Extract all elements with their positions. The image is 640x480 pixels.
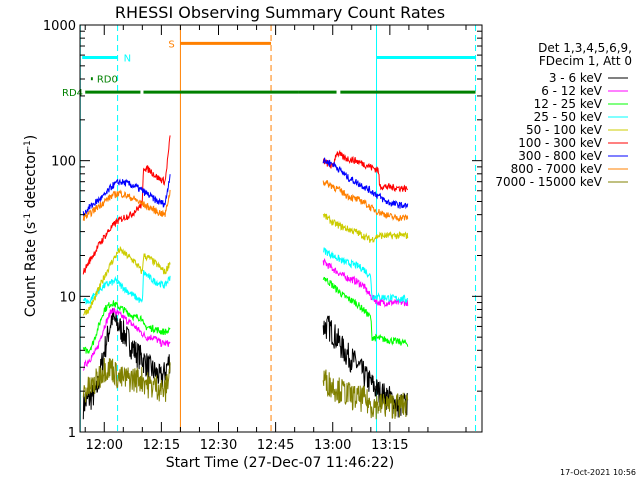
legend-label: 6 - 12 keV <box>541 84 603 98</box>
x-tick-label: 13:00 <box>314 438 351 453</box>
legend-label: 300 - 800 keV <box>518 149 602 163</box>
chart-title: RHESSI Observing Summary Count Rates <box>115 3 445 22</box>
series-line-7000-15000-kev-b <box>322 369 409 420</box>
series-line-6-12-kev-b <box>322 257 409 308</box>
series-line-50-100-kev-b <box>322 212 409 243</box>
state-label-n: N <box>124 54 131 65</box>
x-tick-label: 12:15 <box>143 438 180 453</box>
state-label-s: S <box>168 39 174 50</box>
legend: Det 1,3,4,5,6,9, FDecim 1, Att 0 3 - 6 k… <box>495 41 632 189</box>
y-tick-label: 10 <box>59 290 76 305</box>
y-tick-label: 100 <box>51 155 76 170</box>
legend-label: 100 - 300 keV <box>518 136 602 150</box>
legend-header-line-2: FDecim 1, Att 0 <box>539 54 632 68</box>
legend-header-line-1: Det 1,3,4,5,6,9, <box>538 41 632 55</box>
x-tick-label: 12:45 <box>257 438 294 453</box>
legend-label: 12 - 25 keV <box>534 97 603 111</box>
series-line-50-100-kev-a <box>82 245 171 316</box>
x-tick-label: 13:15 <box>371 438 408 453</box>
footer-timestamp: 17-Oct-2021 10:56 <box>560 468 636 477</box>
legend-label: 3 - 6 keV <box>549 71 603 85</box>
legend-label: 50 - 100 keV <box>526 123 603 137</box>
x-tick-label: 12:00 <box>86 438 123 453</box>
series-line-100-300-kev-b <box>322 149 409 193</box>
y-tick-label: 1000 <box>43 19 76 34</box>
x-axis-label: Start Time (27-Dec-07 11:46:22) <box>166 455 394 471</box>
series-line-100-300-kev-a <box>82 135 171 275</box>
axes: 1 10 100 1000 12:00 12:15 12:30 12:45 13:00 13:15 <box>43 19 483 453</box>
state-label-rd4: RD4 <box>62 88 83 99</box>
y-tick-label: 1 <box>68 426 76 441</box>
series-line-6-12-kev-a <box>82 307 171 371</box>
series-line-25-50-kev-b <box>323 247 409 304</box>
plot-frame <box>79 24 483 433</box>
series-line-12-25-kev-a <box>82 300 171 354</box>
series-line-7000-15000-kev-a <box>82 357 171 403</box>
legend-label: 800 - 7000 keV <box>511 162 603 176</box>
series-line-300-800-kev-a <box>82 174 171 218</box>
x-tick-label: 12:30 <box>200 438 237 453</box>
plot-area: N S RD0 RD4 <box>62 25 477 432</box>
series-line-12-25-kev-b <box>322 276 409 347</box>
legend-label: 25 - 50 keV <box>534 110 603 124</box>
state-label-rd0: RD0 <box>97 75 118 86</box>
legend-label: 7000 - 15000 keV <box>495 175 602 189</box>
series-line-800-7000-kev-b <box>322 180 409 223</box>
series-line-800-7000-kev-a <box>82 189 171 221</box>
series-line-300-800-kev-b <box>322 157 409 210</box>
y-axis-label: Count Rate (s-1 detector-1) <box>23 135 39 317</box>
